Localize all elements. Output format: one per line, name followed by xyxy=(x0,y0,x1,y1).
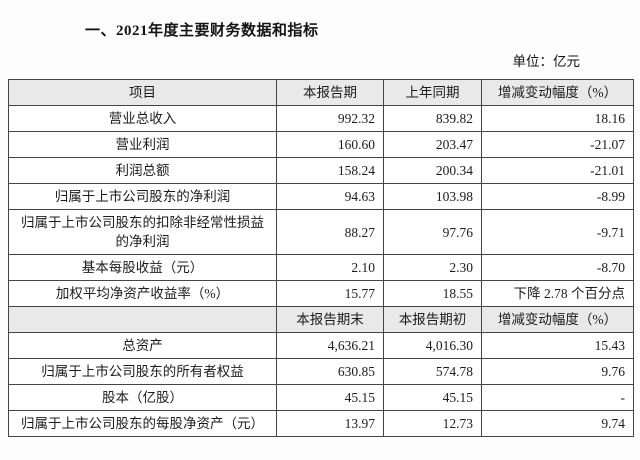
period-begin-cell: 12.73 xyxy=(383,410,482,437)
item-label-cell: 总资产 xyxy=(8,332,277,359)
prior-period-cell: 103.98 xyxy=(383,183,482,210)
table-row-share-capital: 股本（亿股） 45.15 45.15 - xyxy=(8,384,634,411)
table-row-net-profit-attributable: 归属于上市公司股东的净利润 94.63 103.98 -8.99 xyxy=(8,183,634,210)
prior-period-cell: 839.82 xyxy=(383,105,482,132)
prior-period-cell: 2.30 xyxy=(383,254,482,281)
table-row-total-revenue: 营业总收入 992.32 839.82 18.16 xyxy=(8,105,634,132)
item-label-cell: 归属于上市公司股东的所有者权益 xyxy=(8,358,277,385)
period-begin-cell: 45.15 xyxy=(383,384,482,411)
prior-period-cell: 18.55 xyxy=(383,280,482,307)
prior-period-cell: 200.34 xyxy=(383,157,482,184)
item-label-cell: 归属于上市公司股东的净利润 xyxy=(8,183,277,210)
item-label-cell: 归属于上市公司股东的扣除非经常性损益的净利润 xyxy=(8,209,277,255)
period-end-column-header: 本报告期末 xyxy=(276,306,384,333)
change-column-header: 增减变动幅度（%） xyxy=(481,79,634,106)
item-column-header-blank xyxy=(8,306,277,333)
table-row-weighted-roe: 加权平均净资产收益率（%） 15.77 18.55 下降 2.78 个百分点 xyxy=(8,280,634,307)
item-label-cell: 归属于上市公司股东的每股净资产（元） xyxy=(8,410,277,437)
prior-period-cell: 97.76 xyxy=(383,209,482,255)
section-title: 一、2021年度主要财务数据和指标 xyxy=(85,23,319,39)
income-header-row: 项目 本报告期 上年同期 增减变动幅度（%） xyxy=(8,79,634,106)
change-cell: 9.74 xyxy=(481,410,634,437)
change-cell: -21.01 xyxy=(481,157,634,184)
unit-label: 单位：亿元 xyxy=(512,54,581,69)
change-cell: -8.99 xyxy=(481,183,634,210)
current-period-cell: 15.77 xyxy=(276,280,384,307)
change-cell: 9.76 xyxy=(481,358,634,385)
change-cell: -21.07 xyxy=(481,131,634,158)
period-end-cell: 13.97 xyxy=(276,410,384,437)
current-period-cell: 992.32 xyxy=(276,105,384,132)
financial-data-table: 项目 本报告期 上年同期 增减变动幅度（%） 营业总收入 992.32 839.… xyxy=(8,79,634,437)
change-cell: -9.71 xyxy=(481,209,634,255)
prior-period-column-header: 上年同期 xyxy=(383,79,482,106)
current-period-column-header: 本报告期 xyxy=(276,79,384,106)
table-row-equity-attributable: 归属于上市公司股东的所有者权益 630.85 574.78 9.76 xyxy=(8,358,634,385)
prior-period-cell: 203.47 xyxy=(383,131,482,158)
change-column-header: 增减变动幅度（%） xyxy=(481,306,634,333)
table-row-net-assets-per-share: 归属于上市公司股东的每股净资产（元） 13.97 12.73 9.74 xyxy=(8,410,634,437)
change-cell: - xyxy=(481,384,634,411)
table-row-total-profit: 利润总额 158.24 200.34 -21.01 xyxy=(8,157,634,184)
item-label-cell: 基本每股收益（元） xyxy=(8,254,277,281)
item-label-cell: 加权平均净资产收益率（%） xyxy=(8,280,277,307)
period-end-cell: 45.15 xyxy=(276,384,384,411)
current-period-cell: 88.27 xyxy=(276,209,384,255)
balance-header-row: 本报告期末 本报告期初 增减变动幅度（%） xyxy=(8,306,634,333)
table-row-net-profit-excl-nonrecurring: 归属于上市公司股东的扣除非经常性损益的净利润 88.27 97.76 -9.71 xyxy=(8,209,634,255)
current-period-cell: 160.60 xyxy=(276,131,384,158)
financial-report-page: 一、2021年度主要财务数据和指标 单位：亿元 项目 本报告期 上年同期 增减变… xyxy=(0,19,640,460)
change-cell: -8.70 xyxy=(481,254,634,281)
table-row-basic-eps: 基本每股收益（元） 2.10 2.30 -8.70 xyxy=(8,254,634,281)
table-row-operating-profit: 营业利润 160.60 203.47 -21.07 xyxy=(8,131,634,158)
period-end-cell: 630.85 xyxy=(276,358,384,385)
period-begin-cell: 4,016.30 xyxy=(383,332,482,359)
period-begin-column-header: 本报告期初 xyxy=(383,306,482,333)
current-period-cell: 158.24 xyxy=(276,157,384,184)
current-period-cell: 94.63 xyxy=(276,183,384,210)
item-label-cell: 利润总额 xyxy=(8,157,277,184)
item-label-cell: 股本（亿股） xyxy=(8,384,277,411)
change-cell: 15.43 xyxy=(481,332,634,359)
change-cell: 下降 2.78 个百分点 xyxy=(481,280,634,307)
current-period-cell: 2.10 xyxy=(276,254,384,281)
item-label-cell: 营业利润 xyxy=(8,131,277,158)
period-begin-cell: 574.78 xyxy=(383,358,482,385)
table-row-total-assets: 总资产 4,636.21 4,016.30 15.43 xyxy=(8,332,634,359)
item-label-cell: 营业总收入 xyxy=(8,105,277,132)
item-column-header: 项目 xyxy=(8,79,277,106)
period-end-cell: 4,636.21 xyxy=(276,332,384,359)
change-cell: 18.16 xyxy=(481,105,634,132)
